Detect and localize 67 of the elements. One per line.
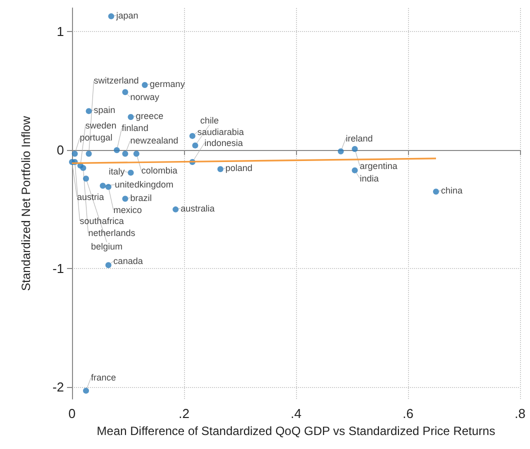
annotation: switzerland — [94, 76, 139, 86]
annotation: norway — [130, 92, 160, 102]
annotation: belgium — [91, 242, 123, 252]
y-tick-label: 0 — [56, 142, 64, 158]
point — [122, 196, 128, 202]
x-tick-label: 0 — [68, 406, 76, 421]
annotation: greece — [136, 111, 164, 122]
point — [100, 182, 106, 189]
point — [122, 150, 128, 157]
annotation: netherlands — [88, 228, 136, 238]
annotation: india — [360, 173, 379, 184]
annotation: colombia — [141, 166, 178, 176]
point — [433, 188, 439, 195]
y-tick-label: 1 — [56, 24, 64, 40]
point — [338, 148, 344, 154]
x-tick-label: .4 — [290, 406, 302, 421]
point — [105, 262, 112, 268]
annotation: chile — [200, 115, 219, 126]
point — [128, 170, 134, 176]
point — [80, 164, 86, 171]
point — [72, 150, 78, 157]
annotation: china — [441, 186, 463, 196]
annotation: ireland — [346, 133, 373, 144]
point — [86, 108, 92, 114]
annotation: australia — [180, 203, 215, 214]
y-tick-label: -1 — [52, 261, 64, 276]
annotation: sweden — [85, 120, 116, 131]
point — [172, 206, 179, 212]
point — [108, 13, 114, 20]
annotation: austria — [77, 192, 104, 202]
annotation: italy — [108, 166, 126, 177]
point — [83, 388, 89, 394]
point — [128, 114, 134, 120]
point — [217, 166, 224, 172]
annotation: portugal — [80, 132, 112, 143]
annotation: germany — [150, 79, 186, 90]
annotation: france — [91, 372, 116, 383]
annotation: argentina — [360, 160, 398, 171]
y-tick-label: -2 — [52, 380, 64, 395]
annotation: newzealand — [130, 136, 178, 146]
point — [105, 184, 112, 190]
annotation: southafrica — [80, 216, 124, 226]
annotation: poland — [225, 163, 252, 174]
annotation: finland — [122, 123, 148, 134]
x-tick-label: .6 — [402, 406, 414, 421]
point — [142, 82, 148, 88]
annotation: japan — [115, 10, 138, 20]
annotation: mexico — [113, 204, 142, 215]
point — [133, 150, 140, 157]
x-axis-title: Mean Difference of Standardized QoQ GDP vs Standardized Price Returns — [96, 424, 496, 438]
point — [352, 167, 358, 174]
point — [352, 146, 358, 152]
x-tick-label: .2 — [178, 406, 190, 421]
y-axis-title: Standardized Net Portfolio Inflow — [19, 116, 33, 291]
annotation: spain — [94, 105, 116, 116]
point — [189, 132, 196, 139]
point — [114, 147, 120, 154]
annotation: indonesia — [204, 138, 243, 148]
annotation: saudiarabia — [197, 126, 244, 137]
annotation: canada — [113, 256, 143, 266]
annotation: unitedkingdom — [114, 180, 174, 190]
x-tick-label: .8 — [514, 406, 526, 421]
point — [86, 150, 92, 157]
point — [192, 142, 198, 148]
annotation: brazil — [130, 192, 152, 203]
point — [122, 89, 128, 96]
point — [83, 176, 89, 182]
